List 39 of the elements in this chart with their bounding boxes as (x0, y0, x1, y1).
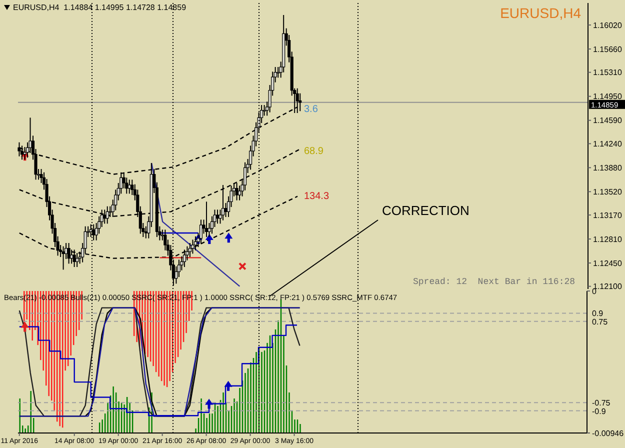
annotation: Spread: 12 Next Bar in 116:28 (413, 277, 576, 287)
y2-tick-label: 0.75 (592, 317, 608, 326)
point (205, 234, 214, 244)
candlestick (191, 239, 194, 254)
point (20, 322, 29, 332)
candlestick (298, 92, 302, 112)
y-tick-label: 1.14240 (593, 140, 622, 149)
y2-tick-label: 0.9 (592, 309, 604, 318)
y-tick-label: 1.15310 (593, 68, 622, 78)
y-tick-label: 1.12810 (593, 234, 622, 244)
y-tick-label: -0.00946 (592, 428, 624, 438)
annotation: CORRECTION (382, 203, 470, 218)
candlestick (235, 182, 238, 201)
chart-subtitle: EURUSD,H4 1.14884 1.14995 1.14728 1.14859 (12, 3, 186, 12)
chart-title: EURUSD,H4 (500, 5, 581, 21)
point (238, 262, 246, 270)
y-tick-label: 1.12100 (593, 282, 622, 292)
y-tick-label: 1.12450 (593, 258, 622, 268)
y2-tick-label: -0.9 (592, 406, 606, 416)
line-series (18, 307, 300, 417)
y-tick-label: 1.13520 (593, 188, 622, 197)
point (205, 398, 214, 409)
candlestick (92, 224, 96, 241)
y-tick-label: 1.13880 (593, 164, 622, 173)
y-tick-label: 1.13170 (593, 210, 622, 220)
y-tick-label: 1.16020 (593, 20, 622, 30)
y2-tick-label: -0.75 (592, 398, 611, 408)
point (224, 232, 233, 243)
annotation: 68.9 (304, 146, 324, 157)
annotation: 134.3 (304, 191, 330, 202)
candlestick (23, 146, 26, 160)
y-tick-label: 1.14590 (593, 116, 622, 126)
candlestick (199, 219, 203, 244)
y-tick-label: 1.14950 (593, 92, 622, 102)
candlestick (262, 104, 266, 116)
annotation: 3.6 (304, 104, 318, 115)
point (224, 380, 232, 391)
candlestick (194, 236, 198, 251)
y-tick-label: 1.15660 (593, 44, 622, 54)
